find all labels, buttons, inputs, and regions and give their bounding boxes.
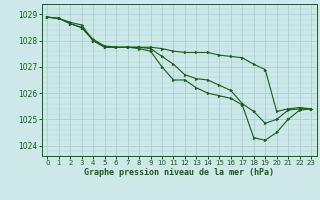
- X-axis label: Graphe pression niveau de la mer (hPa): Graphe pression niveau de la mer (hPa): [84, 168, 274, 177]
